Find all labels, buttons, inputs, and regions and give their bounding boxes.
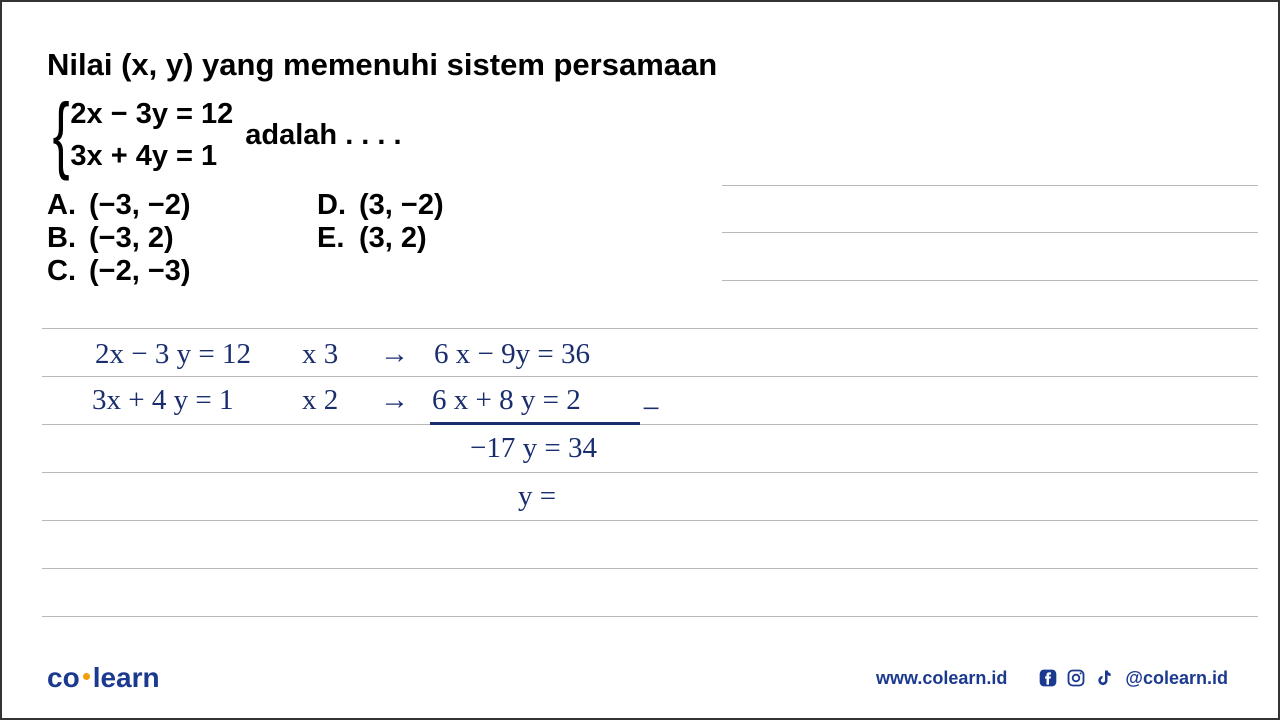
option-C: (−2, −3) — [89, 255, 191, 287]
social-handle: @colearn.id — [1125, 668, 1228, 689]
option-label-E: E. — [317, 222, 359, 255]
hw-underline — [430, 422, 640, 425]
answer-options: A.(−3, −2) D.(3, −2) B.(−3, 2) E.(3, 2) … — [47, 189, 1248, 288]
option-label-A: A. — [47, 189, 89, 222]
instagram-icon — [1065, 667, 1087, 689]
hw-line: 6 x + 8 y = 2 — [432, 384, 581, 417]
equation-2: 3x + 4y = 1 — [70, 135, 233, 177]
hw-arrow-icon: → — [380, 338, 409, 371]
ruled-line — [42, 472, 1258, 473]
website-url: www.colearn.id — [876, 668, 1007, 689]
ruled-line — [42, 328, 1258, 329]
left-brace-icon: { — [53, 100, 70, 170]
hw-minus-icon: − — [642, 390, 660, 427]
option-label-C: C. — [47, 255, 89, 288]
hw-line: 3x + 4 y = 1 — [92, 384, 233, 417]
hw-line: x 3 — [302, 338, 338, 371]
hw-line: x 2 — [302, 384, 338, 417]
adalah-text: adalah . . . . — [245, 119, 401, 152]
ruled-line — [42, 616, 1258, 617]
equation-system: 2x − 3y = 12 3x + 4y = 1 — [70, 93, 233, 177]
logo-co: co — [47, 662, 80, 694]
question-title: Nilai (x, y) yang memenuhi sistem persam… — [47, 47, 1248, 83]
option-E: (3, 2) — [359, 222, 427, 254]
hw-line: −17 y = 34 — [470, 432, 597, 465]
option-label-B: B. — [47, 222, 89, 255]
ruled-line — [42, 568, 1258, 569]
social-icons: @colearn.id — [1037, 667, 1228, 689]
footer: co learn www.colearn.id @colearn.id — [2, 662, 1278, 694]
option-B: (−3, 2) — [89, 222, 174, 254]
equation-1: 2x − 3y = 12 — [70, 93, 233, 135]
option-label-D: D. — [317, 189, 359, 222]
tiktok-icon — [1093, 667, 1115, 689]
option-D: (3, −2) — [359, 189, 444, 221]
hw-line: 6 x − 9y = 36 — [434, 338, 590, 371]
option-A: (−3, −2) — [89, 189, 191, 221]
logo-learn: learn — [93, 662, 160, 694]
question-block: Nilai (x, y) yang memenuhi sistem persam… — [47, 47, 1248, 288]
hw-line: 2x − 3 y = 12 — [95, 338, 251, 371]
hw-line: y = — [518, 480, 556, 513]
ruled-line — [42, 520, 1258, 521]
ruled-line — [42, 376, 1258, 377]
logo-dot-icon — [83, 673, 90, 680]
facebook-icon — [1037, 667, 1059, 689]
hw-arrow-icon: → — [380, 384, 409, 417]
